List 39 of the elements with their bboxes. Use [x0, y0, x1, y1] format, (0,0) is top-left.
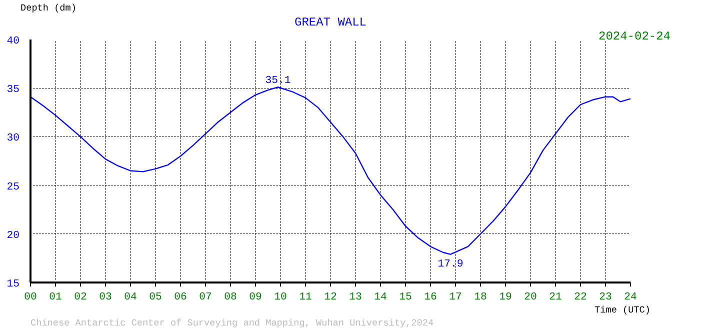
y-tick-label: 25	[6, 181, 20, 194]
y-tick-label: 15	[6, 278, 20, 290]
x-tick-label: 02	[74, 292, 87, 304]
x-tick-label: 12	[324, 292, 337, 304]
annotation: 2024-02-24	[598, 30, 671, 44]
x-tick-label: 24	[624, 292, 637, 304]
x-tick-label: 01	[49, 292, 62, 304]
x-tick-label: 03	[99, 292, 112, 304]
x-tick-label: 13	[349, 292, 362, 304]
x-tick-label: 11	[299, 292, 312, 304]
x-tick-label: 16	[424, 292, 437, 304]
x-tick-label: 22	[574, 292, 587, 304]
x-tick-label: 06	[174, 292, 187, 304]
x-tick-label: 10	[274, 292, 287, 304]
x-tick-label: 17	[449, 292, 462, 304]
x-tick-label: 21	[549, 292, 562, 304]
annotation: 35.1	[265, 75, 291, 88]
y-tick-label: 20	[6, 230, 20, 242]
x-tick-label: 18	[474, 292, 487, 304]
chart-title: GREAT WALL	[294, 16, 367, 30]
x-axis-title: Time (UTC)	[594, 304, 651, 316]
annotation: 17.9	[438, 258, 464, 270]
x-tick-label: 00	[24, 292, 37, 304]
x-tick-label: 23	[599, 292, 612, 304]
x-tick-label: 15	[399, 292, 412, 304]
x-tick-label: 19	[499, 292, 512, 304]
y-tick-label: 30	[6, 132, 20, 145]
x-tick-label: 05	[149, 292, 162, 304]
x-tick-label: 08	[224, 292, 237, 304]
y-tick-label: 40	[6, 36, 20, 48]
line-series	[30, 86, 630, 255]
y-tick-label: 35	[6, 84, 20, 96]
x-tick-label: 07	[199, 292, 212, 304]
x-tick-label: 04	[124, 292, 137, 304]
text: Chinese Antarctic Center of Surveying and Mapping, Wuhan University,2024	[30, 318, 434, 328]
x-tick-label: 09	[249, 292, 262, 304]
x-tick-label: 14	[374, 292, 387, 304]
x-tick-label: 20	[524, 292, 537, 304]
y-axis-title: Depth (dm)	[20, 2, 76, 14]
